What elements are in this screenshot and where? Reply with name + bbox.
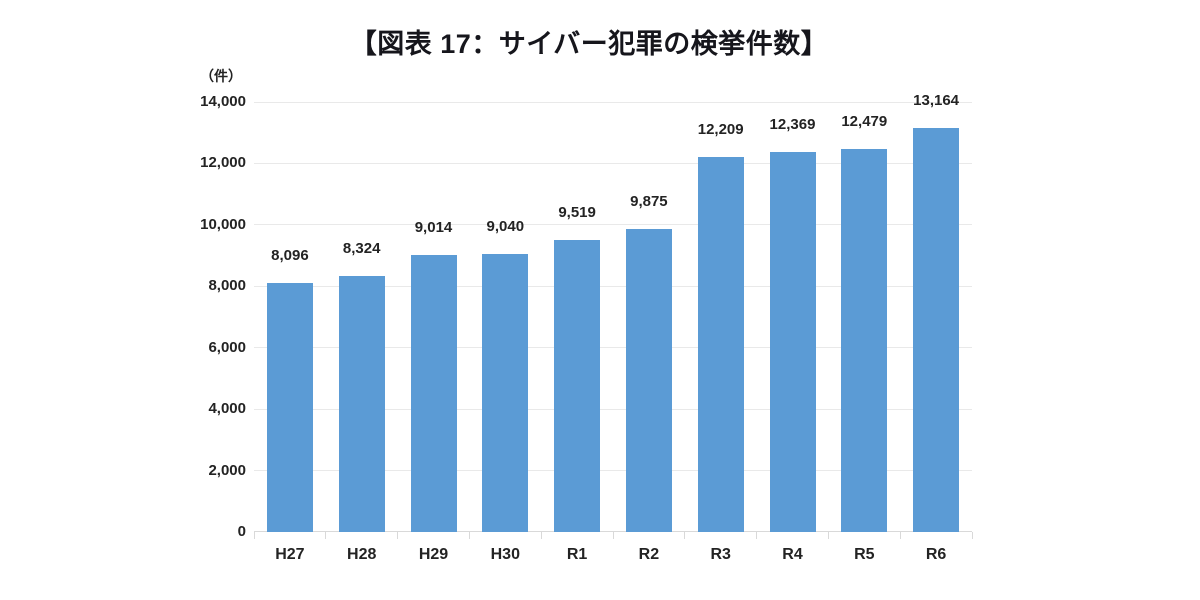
x-axis-label: R2 xyxy=(638,546,660,563)
y-tick-label: 6,000 xyxy=(208,338,246,356)
x-axis-label: R1 xyxy=(566,546,588,563)
gridline xyxy=(254,408,972,410)
bar-value-label: 8,324 xyxy=(342,240,381,258)
y-axis-unit-label: （件） xyxy=(200,68,242,84)
bar-value-label: 12,209 xyxy=(697,121,744,139)
gridline xyxy=(254,224,972,226)
x-axis-tick xyxy=(253,532,255,539)
bar-value-label: 12,479 xyxy=(841,112,888,130)
gridline xyxy=(254,162,972,164)
bar xyxy=(410,255,457,532)
bar-value-label: 9,014 xyxy=(414,219,453,237)
x-axis-baseline xyxy=(254,531,972,532)
x-axis: H27 H28 H29 H30 R1 R2 R3 R4 R5 R6 xyxy=(254,546,972,568)
x-axis-label: R3 xyxy=(710,546,731,563)
y-axis: 0 2,000 4,000 6,000 8,000 10,000 12,000 14,000 xyxy=(140,93,246,540)
bar xyxy=(841,148,888,532)
gridline xyxy=(254,347,972,349)
bar xyxy=(697,157,744,532)
bar xyxy=(266,283,313,532)
bar-value-label: 9,040 xyxy=(486,218,525,236)
x-axis-tick xyxy=(468,532,470,539)
x-axis-tick xyxy=(899,532,901,539)
y-tick-label: 10,000 xyxy=(200,215,246,233)
y-tick-label: 12,000 xyxy=(200,154,246,172)
bar-value-label: 13,164 xyxy=(913,91,960,109)
bar xyxy=(913,127,960,532)
chart-title: 【図表 17：サイバー犯罪の検挙件数】 xyxy=(349,29,829,59)
y-tick-label: 8,000 xyxy=(208,277,246,295)
gridline xyxy=(254,285,972,287)
bar-value-label: 9,875 xyxy=(630,192,668,210)
x-axis-label: R5 xyxy=(854,546,875,563)
y-tick-label: 0 xyxy=(237,523,246,540)
bar xyxy=(338,276,385,532)
bar xyxy=(769,152,816,532)
gridline xyxy=(254,101,972,103)
gridline xyxy=(254,470,972,472)
x-axis-label: R6 xyxy=(925,546,947,563)
x-axis-label: H27 xyxy=(275,546,305,563)
x-axis-tick xyxy=(397,532,399,539)
x-axis-tick xyxy=(540,532,542,539)
x-axis-tick xyxy=(325,532,327,539)
bar-value-label: 12,369 xyxy=(769,116,816,134)
x-axis-label: H30 xyxy=(490,546,520,563)
y-tick-label: 4,000 xyxy=(208,400,246,418)
y-tick-label: 14,000 xyxy=(200,93,246,110)
x-axis-label: H29 xyxy=(418,546,449,563)
bar xyxy=(625,228,672,532)
x-axis-label: H28 xyxy=(347,546,377,563)
x-axis-tick xyxy=(827,532,829,539)
x-axis-tick xyxy=(756,532,758,539)
x-axis-tick xyxy=(684,532,686,539)
y-tick-label: 2,000 xyxy=(208,461,246,479)
plot-area: 8,096 8,324 9,014 9,040 9,519 9,875 12,209 12,3… xyxy=(253,93,973,539)
x-axis-tick xyxy=(971,532,973,539)
bar-value-label: 8,096 xyxy=(271,247,309,265)
bar xyxy=(554,239,601,532)
x-axis-tick xyxy=(612,532,614,539)
x-axis-label: R4 xyxy=(782,546,803,563)
bar xyxy=(482,254,529,532)
bar-value-label: 9,519 xyxy=(558,203,596,221)
